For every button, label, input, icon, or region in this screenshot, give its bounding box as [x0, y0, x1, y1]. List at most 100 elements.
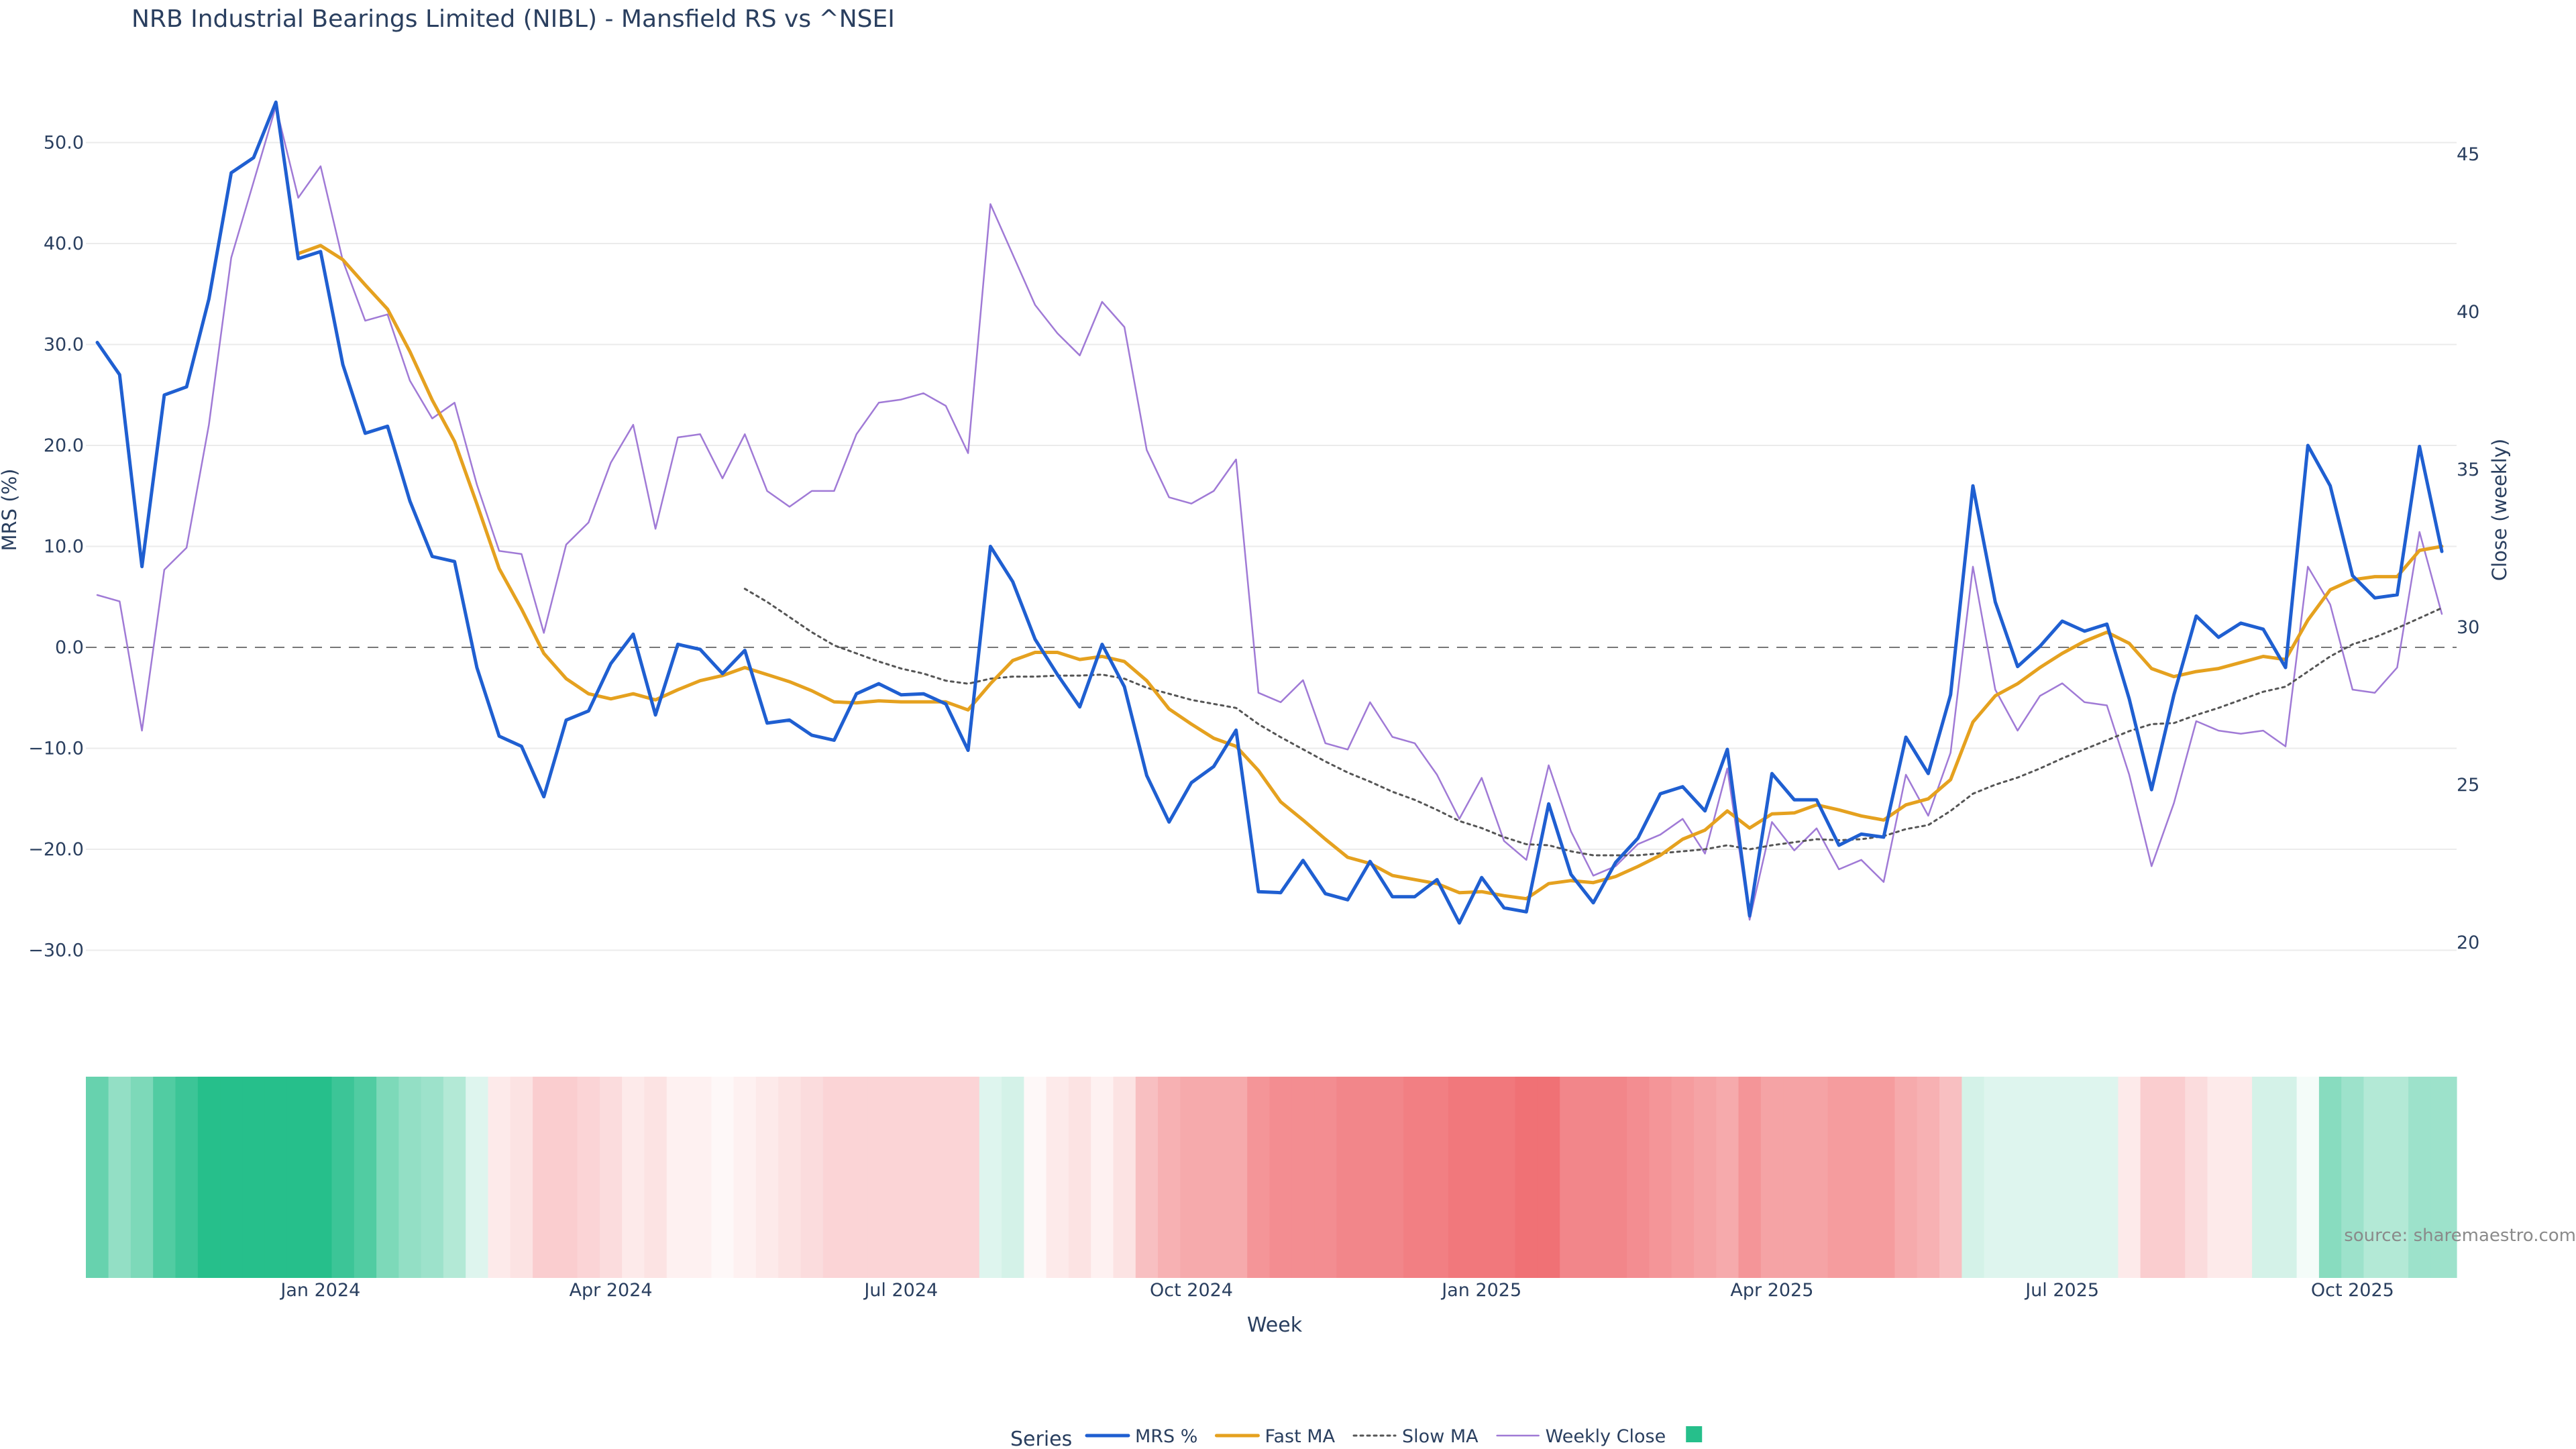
heat-cell	[1693, 1077, 1717, 1278]
heat-cell	[957, 1077, 980, 1278]
heat-cell	[1760, 1077, 1784, 1278]
heat-cell	[555, 1077, 578, 1278]
heat-cell	[1604, 1077, 1627, 1278]
heat-cell	[2430, 1077, 2457, 1278]
y-tick-label-left: 40.0	[44, 233, 84, 254]
heat-cell	[912, 1077, 935, 1278]
heat-cell	[2408, 1077, 2431, 1278]
x-tick-label: Oct 2025	[2311, 1280, 2394, 1301]
heat-cell	[1515, 1077, 1538, 1278]
series-lines	[95, 100, 2444, 925]
y-tick-label-right: 20	[2457, 932, 2479, 953]
heat-cell	[376, 1077, 399, 1278]
heat-cell	[1917, 1077, 1940, 1278]
y-tick-label-left: −10.0	[28, 739, 84, 759]
y-axis-right-label: Close (weekly)	[2488, 439, 2511, 581]
x-tick-label: Jul 2025	[2024, 1280, 2099, 1301]
heat-cell	[822, 1077, 846, 1278]
x-tick-label: Jan 2024	[279, 1280, 360, 1301]
y-axis-right: 45 40 35 30 25 20	[2457, 144, 2479, 953]
heat-cell	[1314, 1077, 1337, 1278]
legend: Series MRS % Fast MA Slow MA Weekly Close	[1010, 1426, 1703, 1449]
heat-cell	[867, 1077, 891, 1278]
y-tick-label-left: 30.0	[44, 335, 84, 356]
grid	[86, 142, 2457, 951]
heat-cell	[1872, 1077, 1896, 1278]
heat-cell	[1426, 1077, 1449, 1278]
heat-cell	[644, 1077, 667, 1278]
heat-cell	[2296, 1077, 2320, 1278]
y-tick-label-right: 30	[2457, 617, 2479, 638]
heat-cell	[1671, 1077, 1695, 1278]
heat-cell	[1738, 1077, 1762, 1278]
heat-cell	[1939, 1077, 1962, 1278]
heat-cell	[666, 1077, 690, 1278]
heat-cell	[1493, 1077, 1516, 1278]
heat-cell	[2096, 1077, 2118, 1278]
x-tick-label: Jan 2025	[1440, 1280, 1521, 1301]
x-tick-label: Oct 2024	[1150, 1280, 1233, 1301]
y-tick-label-left: 10.0	[44, 537, 84, 557]
heat-cell	[1649, 1077, 1672, 1278]
heat-cell	[331, 1077, 355, 1278]
legend-item: Fast MA	[1265, 1426, 1335, 1447]
heat-cell	[197, 1077, 221, 1278]
heat-cell	[1291, 1077, 1315, 1278]
series-line-fast-ma	[297, 244, 2444, 901]
heat-cell	[1091, 1077, 1114, 1278]
heat-cell	[1002, 1077, 1024, 1278]
x-axis-label: Week	[1247, 1313, 1303, 1337]
heat-cell	[86, 1077, 109, 1278]
series-line-weekly-close	[96, 105, 2443, 921]
heat-cell	[1135, 1077, 1159, 1278]
heat-cell	[1247, 1077, 1271, 1278]
series-line-slow-ma	[743, 588, 2443, 857]
heat-cell	[1470, 1077, 1493, 1278]
y-tick-label-left: 20.0	[44, 435, 84, 456]
heat-cell	[1381, 1077, 1404, 1278]
heat-cell	[1024, 1077, 1047, 1278]
y-axis-left: 50.0 40.0 30.0 20.0 10.0 0.0 −10.0 −20.0 −30.0	[28, 133, 84, 961]
legend-item: Weekly Close	[1546, 1426, 1666, 1447]
heat-cell	[242, 1077, 266, 1278]
heat-cell	[890, 1077, 913, 1278]
heat-cell	[800, 1077, 824, 1278]
y-tick-label-left: −30.0	[28, 941, 84, 961]
heat-cell	[1805, 1077, 1829, 1278]
x-tick-label: Apr 2025	[1730, 1280, 1813, 1301]
heat-cell	[1827, 1077, 1851, 1278]
heat-cell	[1783, 1077, 1806, 1278]
legend-title: Series	[1010, 1428, 1072, 1449]
heat-cell	[2140, 1077, 2163, 1278]
legend-item: MRS %	[1135, 1426, 1197, 1447]
y-tick-label-right: 35	[2457, 460, 2479, 480]
heat-cell	[1627, 1077, 1650, 1278]
heat-cell	[533, 1077, 555, 1278]
heat-cell	[1202, 1077, 1226, 1278]
heat-cell	[354, 1077, 377, 1278]
heat-cell	[1448, 1077, 1471, 1278]
heat-cell	[510, 1077, 533, 1278]
heat-cell	[2274, 1077, 2298, 1278]
heat-cell	[1158, 1077, 1181, 1278]
y-tick-label-right: 40	[2457, 302, 2479, 323]
heat-cell	[108, 1077, 131, 1278]
heat-cell	[1716, 1077, 1739, 1278]
y-tick-label-left: 0.0	[55, 637, 84, 658]
heat-cell	[1849, 1077, 1873, 1278]
heat-cell	[2363, 1077, 2387, 1278]
heat-cell	[755, 1077, 779, 1278]
heat-cell	[2162, 1077, 2186, 1278]
x-axis: Jan 2024 Apr 2024 Jul 2024 Oct 2024 Jan 2025…	[279, 1280, 2394, 1301]
chart-title: NRB Industrial Bearings Limited (NIBL) -…	[131, 5, 895, 33]
heat-cell	[2185, 1077, 2208, 1278]
heat-cell	[2051, 1077, 2074, 1278]
heat-cell	[2341, 1077, 2365, 1278]
heat-cell	[733, 1077, 757, 1278]
legend-item: Slow MA	[1402, 1426, 1479, 1447]
heat-cell	[2006, 1077, 2029, 1278]
heat-cell	[1403, 1077, 1427, 1278]
x-tick-label: Apr 2024	[570, 1280, 653, 1301]
y-tick-label-left: 50.0	[44, 133, 84, 154]
heat-cell	[1068, 1077, 1091, 1278]
